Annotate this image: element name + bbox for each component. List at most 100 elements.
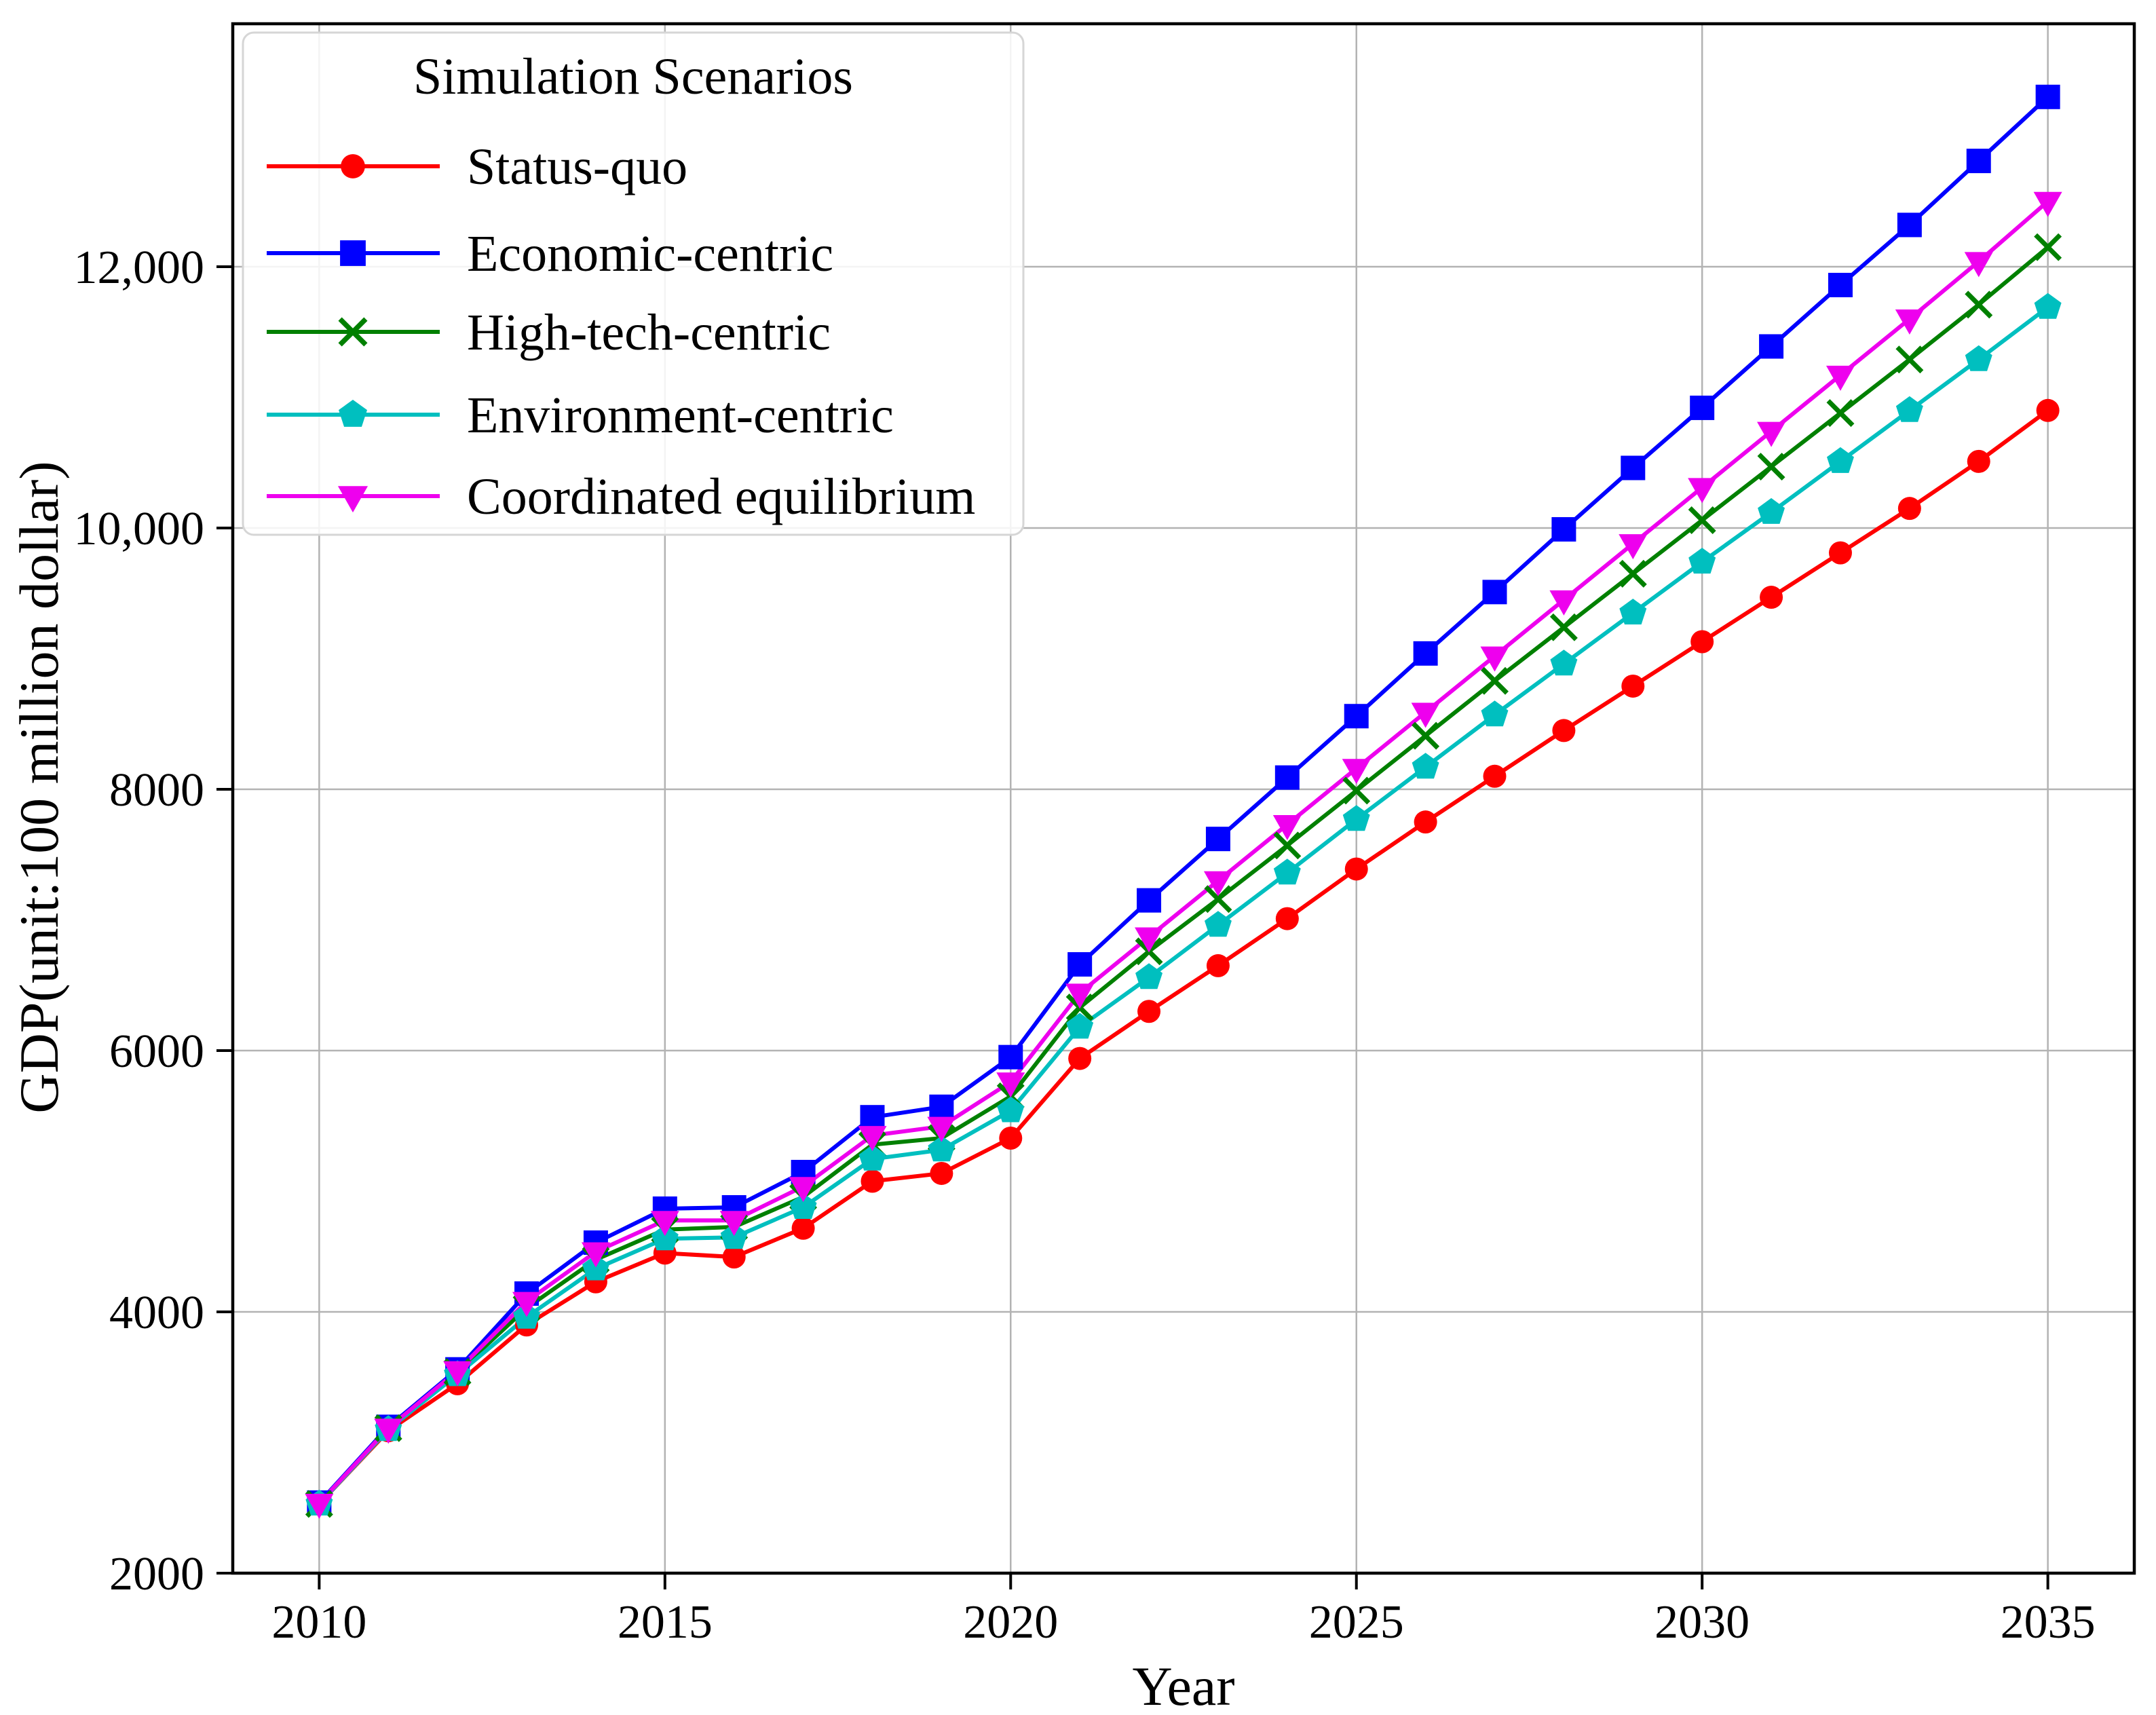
legend-title: Simulation Scenarios (413, 48, 853, 105)
data-point (1619, 599, 1647, 625)
data-point (789, 1193, 817, 1220)
data-point (1621, 455, 1646, 480)
data-point (582, 1254, 609, 1281)
y-tick-label: 6000 (109, 1025, 204, 1078)
data-point (1621, 674, 1645, 698)
data-point (2034, 293, 2062, 319)
x-tick-label: 2020 (963, 1596, 1058, 1648)
data-point (1550, 649, 1578, 676)
data-point (650, 1211, 679, 1237)
data-point (1551, 516, 1576, 542)
data-point (1895, 309, 1924, 335)
data-point (1619, 559, 1647, 588)
data-point (1895, 396, 1923, 422)
data-point (1619, 534, 1648, 560)
x-tick-label: 2030 (1654, 1596, 1750, 1648)
data-point (858, 1126, 887, 1152)
data-point (1205, 827, 1230, 852)
data-point (1828, 272, 1853, 297)
data-point (1759, 334, 1784, 359)
data-point (1137, 1000, 1161, 1023)
legend: Simulation Scenarios Status-quo Economic-c… (242, 31, 1025, 536)
axis-ticks (216, 265, 2049, 1589)
legend-marker-high-tech-centric-icon (338, 317, 368, 347)
data-point (720, 1223, 748, 1249)
data-point (929, 1094, 954, 1119)
data-point (997, 1096, 1025, 1123)
plot-frame (231, 22, 2136, 1575)
data-point (860, 1169, 884, 1193)
legend-label-coordinated-equilibrium: Coordinated equilibrium (467, 468, 975, 525)
data-point (1552, 719, 1576, 742)
data-point (1965, 290, 1993, 319)
data-point (999, 1126, 1023, 1150)
data-point (581, 1242, 610, 1268)
data-point (374, 1418, 403, 1444)
data-point (1895, 345, 1924, 374)
markers-environment-centric (305, 293, 2062, 1515)
data-point (1204, 885, 1232, 913)
data-point (791, 1216, 815, 1240)
data-point (338, 317, 368, 347)
legend-box (242, 31, 1025, 536)
data-point (930, 1161, 953, 1185)
data-point (1965, 345, 1992, 371)
y-tick-label: 10,000 (74, 503, 205, 555)
x-tick-label: 2015 (618, 1596, 713, 1648)
data-point (1414, 810, 1437, 834)
legend-label-high-tech-centric: High-tech-centric (467, 304, 831, 361)
data-point (1413, 641, 1438, 666)
data-point (337, 486, 368, 513)
data-point (1411, 702, 1440, 728)
data-point (1342, 776, 1371, 805)
data-point (1344, 857, 1368, 881)
data-point (341, 154, 365, 178)
data-point (1203, 871, 1232, 897)
data-point (1760, 586, 1783, 609)
data-point (339, 399, 367, 427)
data-point (1067, 951, 1093, 977)
tick-labels: 2010 2015 2020 2025 2030 2035 2000 4000 6000 8000… (74, 242, 2096, 1648)
data-point (1065, 983, 1095, 1009)
data-point (2035, 84, 2060, 109)
data-point (858, 1144, 886, 1171)
data-point (1826, 447, 1854, 473)
data-point (1273, 831, 1302, 860)
legend-label-economic-centric: Economic-centric (467, 225, 833, 282)
data-point (1344, 704, 1369, 729)
data-point (1690, 630, 1714, 654)
data-point (860, 1105, 885, 1130)
data-point (1549, 613, 1578, 641)
data-point (1966, 149, 1991, 174)
data-point (722, 1245, 746, 1269)
data-point (1549, 590, 1578, 616)
data-point (1135, 963, 1163, 990)
x-tick-label: 2035 (2001, 1596, 2096, 1648)
data-point (305, 1494, 334, 1520)
data-point (1273, 859, 1301, 885)
legend-label-environment-centric: Environment-centric (467, 387, 894, 444)
legend-marker-coordinated-equilibrium-icon (337, 486, 368, 513)
data-point (1828, 541, 1852, 565)
data-point (1274, 765, 1300, 790)
data-point (2036, 398, 2060, 422)
data-point (1690, 395, 1715, 420)
data-point (1068, 1047, 1092, 1070)
data-point (512, 1292, 542, 1317)
data-point (1275, 907, 1299, 930)
data-point (1204, 911, 1232, 937)
x-tick-label: 2025 (1309, 1596, 1404, 1648)
data-point (1826, 399, 1855, 428)
data-point (1137, 888, 1162, 913)
data-point (1688, 478, 1717, 504)
data-point (789, 1177, 818, 1203)
legend-label-status-quo: Status-quo (467, 138, 687, 195)
data-point (928, 1135, 956, 1162)
markers-status-quo (307, 398, 2060, 1515)
data-point (1964, 252, 1993, 278)
y-tick-label: 12,000 (74, 242, 205, 294)
legend-marker-economic-centric-icon (340, 240, 366, 266)
data-point (1066, 1013, 1094, 1039)
